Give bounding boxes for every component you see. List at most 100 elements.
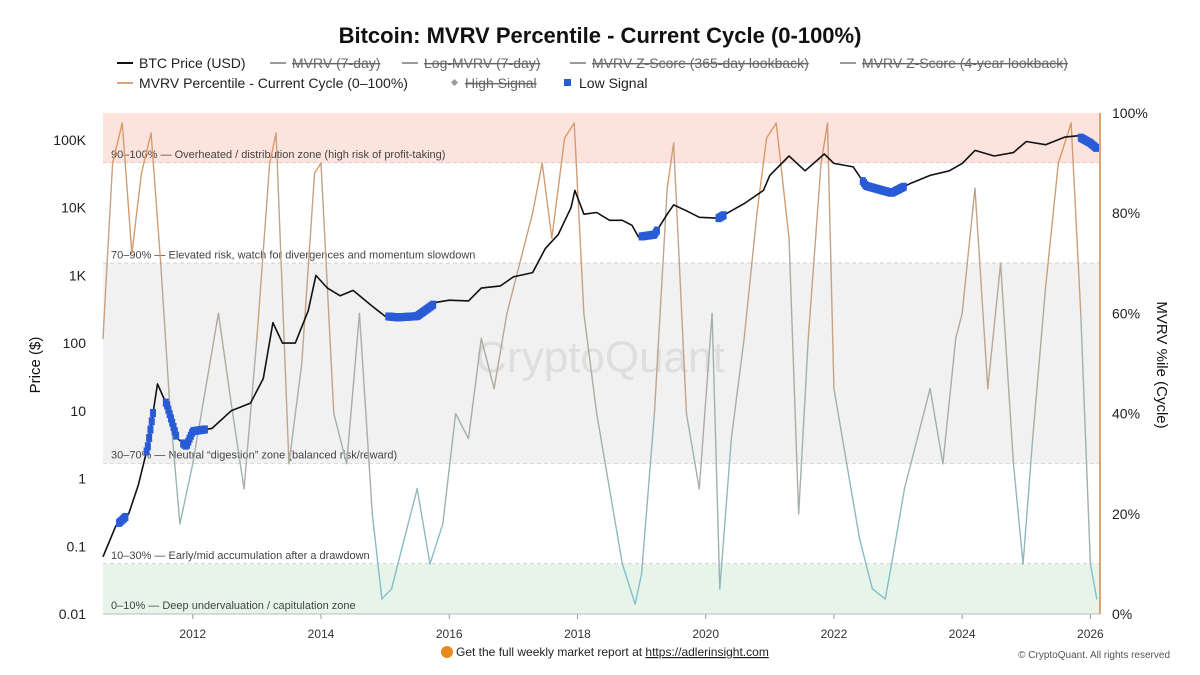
copyright: © CryptoQuant. All rights reserved	[1018, 650, 1170, 661]
left-axis-title: Price ($)	[27, 337, 44, 394]
low-signal-marker	[164, 401, 171, 410]
percentile-segment	[1022, 437, 1034, 565]
percentile-segment	[301, 172, 316, 365]
left-tick-label: 0.1	[67, 538, 87, 554]
low-signal-marker	[165, 405, 172, 414]
percentile-segment	[243, 337, 258, 490]
percentile-segment	[961, 187, 976, 315]
percentile-segment	[179, 463, 194, 525]
percentile-segment	[467, 337, 482, 440]
legend-label: Low Signal	[579, 75, 648, 91]
low-signal-marker	[150, 408, 157, 417]
zone-label-3: 10–30% — Early/mid accumulation after a …	[111, 550, 370, 562]
percentile-segment	[846, 463, 861, 540]
percentile-segment	[1012, 463, 1024, 565]
legend-square-icon	[564, 79, 571, 86]
legend-item[interactable]: MVRV Z-Score (4-year lookback)	[840, 55, 1068, 71]
legend-label: BTC Price (USD)	[139, 55, 246, 71]
low-signal-marker	[169, 418, 176, 427]
left-tick-label: 10K	[61, 200, 87, 216]
legend-item[interactable]: MVRV Percentile - Current Cycle (0–100%)	[117, 75, 408, 91]
legend[interactable]: BTC Price (USD) MVRV (7-day) Log-MVRV (7-d…	[117, 55, 1068, 91]
percentile-segment	[929, 387, 944, 465]
percentile-segment	[999, 262, 1015, 465]
percentile-segment	[506, 262, 521, 315]
low-signal-marker	[171, 427, 178, 436]
x-tick-label: 2020	[692, 627, 719, 641]
percentile-segment	[111, 122, 123, 164]
percentile-segment	[756, 137, 768, 214]
legend-item[interactable]: High Signal	[450, 75, 537, 91]
left-tick-label: 1	[78, 471, 86, 487]
footer-link[interactable]: https://adlerinsight.com	[645, 645, 768, 659]
percentile-segment	[987, 262, 1002, 390]
x-tick-label: 2016	[436, 627, 463, 641]
percentile-segment	[833, 387, 848, 465]
legend-item[interactable]: Log-MVRV (7-day)	[402, 55, 540, 71]
right-tick-label: 0%	[1112, 606, 1132, 622]
percentile-segment	[890, 488, 906, 565]
legend-label: MVRV Z-Score (365-day lookback)	[592, 55, 809, 71]
percentile-segment	[903, 437, 918, 490]
percentile-segment	[974, 187, 989, 390]
right-tick-label: 100%	[1112, 105, 1148, 121]
legend-item[interactable]: BTC Price (USD)	[117, 55, 246, 71]
right-axis-title: MVRV %ile (Cycle)	[1153, 301, 1170, 428]
percentile-segment	[204, 312, 220, 390]
legend-item[interactable]: MVRV Z-Score (365-day lookback)	[570, 55, 809, 71]
percentile-segment	[551, 137, 566, 239]
percentile-segment	[454, 412, 470, 440]
low-signal-marker	[122, 512, 129, 521]
legend-label: Log-MVRV (7-day)	[424, 55, 540, 71]
percentile-segment	[1070, 122, 1082, 315]
legend-item[interactable]: Low Signal	[564, 75, 648, 91]
x-tick-label: 2014	[308, 627, 335, 641]
percentile-segment	[573, 122, 585, 315]
percentile-segment	[230, 402, 245, 490]
percentile-segment	[719, 437, 733, 590]
percentile-segment	[955, 312, 963, 340]
percentile-segment	[269, 132, 277, 164]
percentile-segment	[150, 132, 162, 264]
left-tick-label: 10	[70, 403, 86, 419]
x-tick-label: 2024	[949, 627, 976, 641]
percentile-segment	[541, 162, 553, 239]
percentile-segment	[871, 588, 886, 600]
legend-label: High Signal	[465, 75, 537, 91]
footer-text: Get the full weekly market report at	[456, 645, 645, 659]
percentile-segment	[121, 122, 133, 254]
percentile-segment	[256, 162, 271, 340]
percentile-segment	[390, 538, 406, 590]
zone-label-2: 30–70% — Neutral “digestion” zone (balan…	[111, 450, 397, 462]
right-axis-ticks: 0% 20% 40% 60% 80% 100%	[1112, 105, 1148, 622]
percentile-segment	[371, 513, 383, 600]
x-tick-label: 2026	[1077, 627, 1104, 641]
legend-item[interactable]: MVRV (7-day)	[270, 55, 380, 71]
footer: Get the full weekly market report at htt…	[441, 645, 769, 659]
low-signal-marker	[166, 410, 173, 419]
percentile-segment	[653, 187, 668, 415]
percentile-segment	[730, 337, 745, 440]
low-signal-marker	[1093, 143, 1100, 152]
percentile-segment	[1044, 162, 1060, 290]
low-signal-marker	[170, 423, 177, 432]
zone-label-1: 70–90% — Elevated risk, watch for diverg…	[111, 249, 475, 261]
percentile-segment	[563, 122, 575, 139]
percentile-segment	[313, 162, 322, 174]
x-tick-label: 2012	[179, 627, 206, 641]
percentile-segment	[608, 488, 624, 565]
percentile-segment	[621, 563, 636, 605]
percentile-segment	[634, 573, 643, 605]
percentile-segment	[916, 387, 931, 440]
percentile-segment	[288, 362, 303, 465]
left-tick-label: 100K	[53, 132, 86, 148]
percentile-segment	[797, 337, 809, 515]
percentile-segment	[358, 312, 373, 515]
zone-band-1	[103, 163, 1100, 264]
orange-dot-icon	[441, 646, 453, 658]
percentile-segment	[160, 262, 172, 415]
left-tick-label: 1K	[69, 267, 87, 283]
percentile-segment	[595, 412, 611, 490]
low-signal-marker	[201, 425, 208, 434]
low-signal-marker	[430, 300, 437, 309]
